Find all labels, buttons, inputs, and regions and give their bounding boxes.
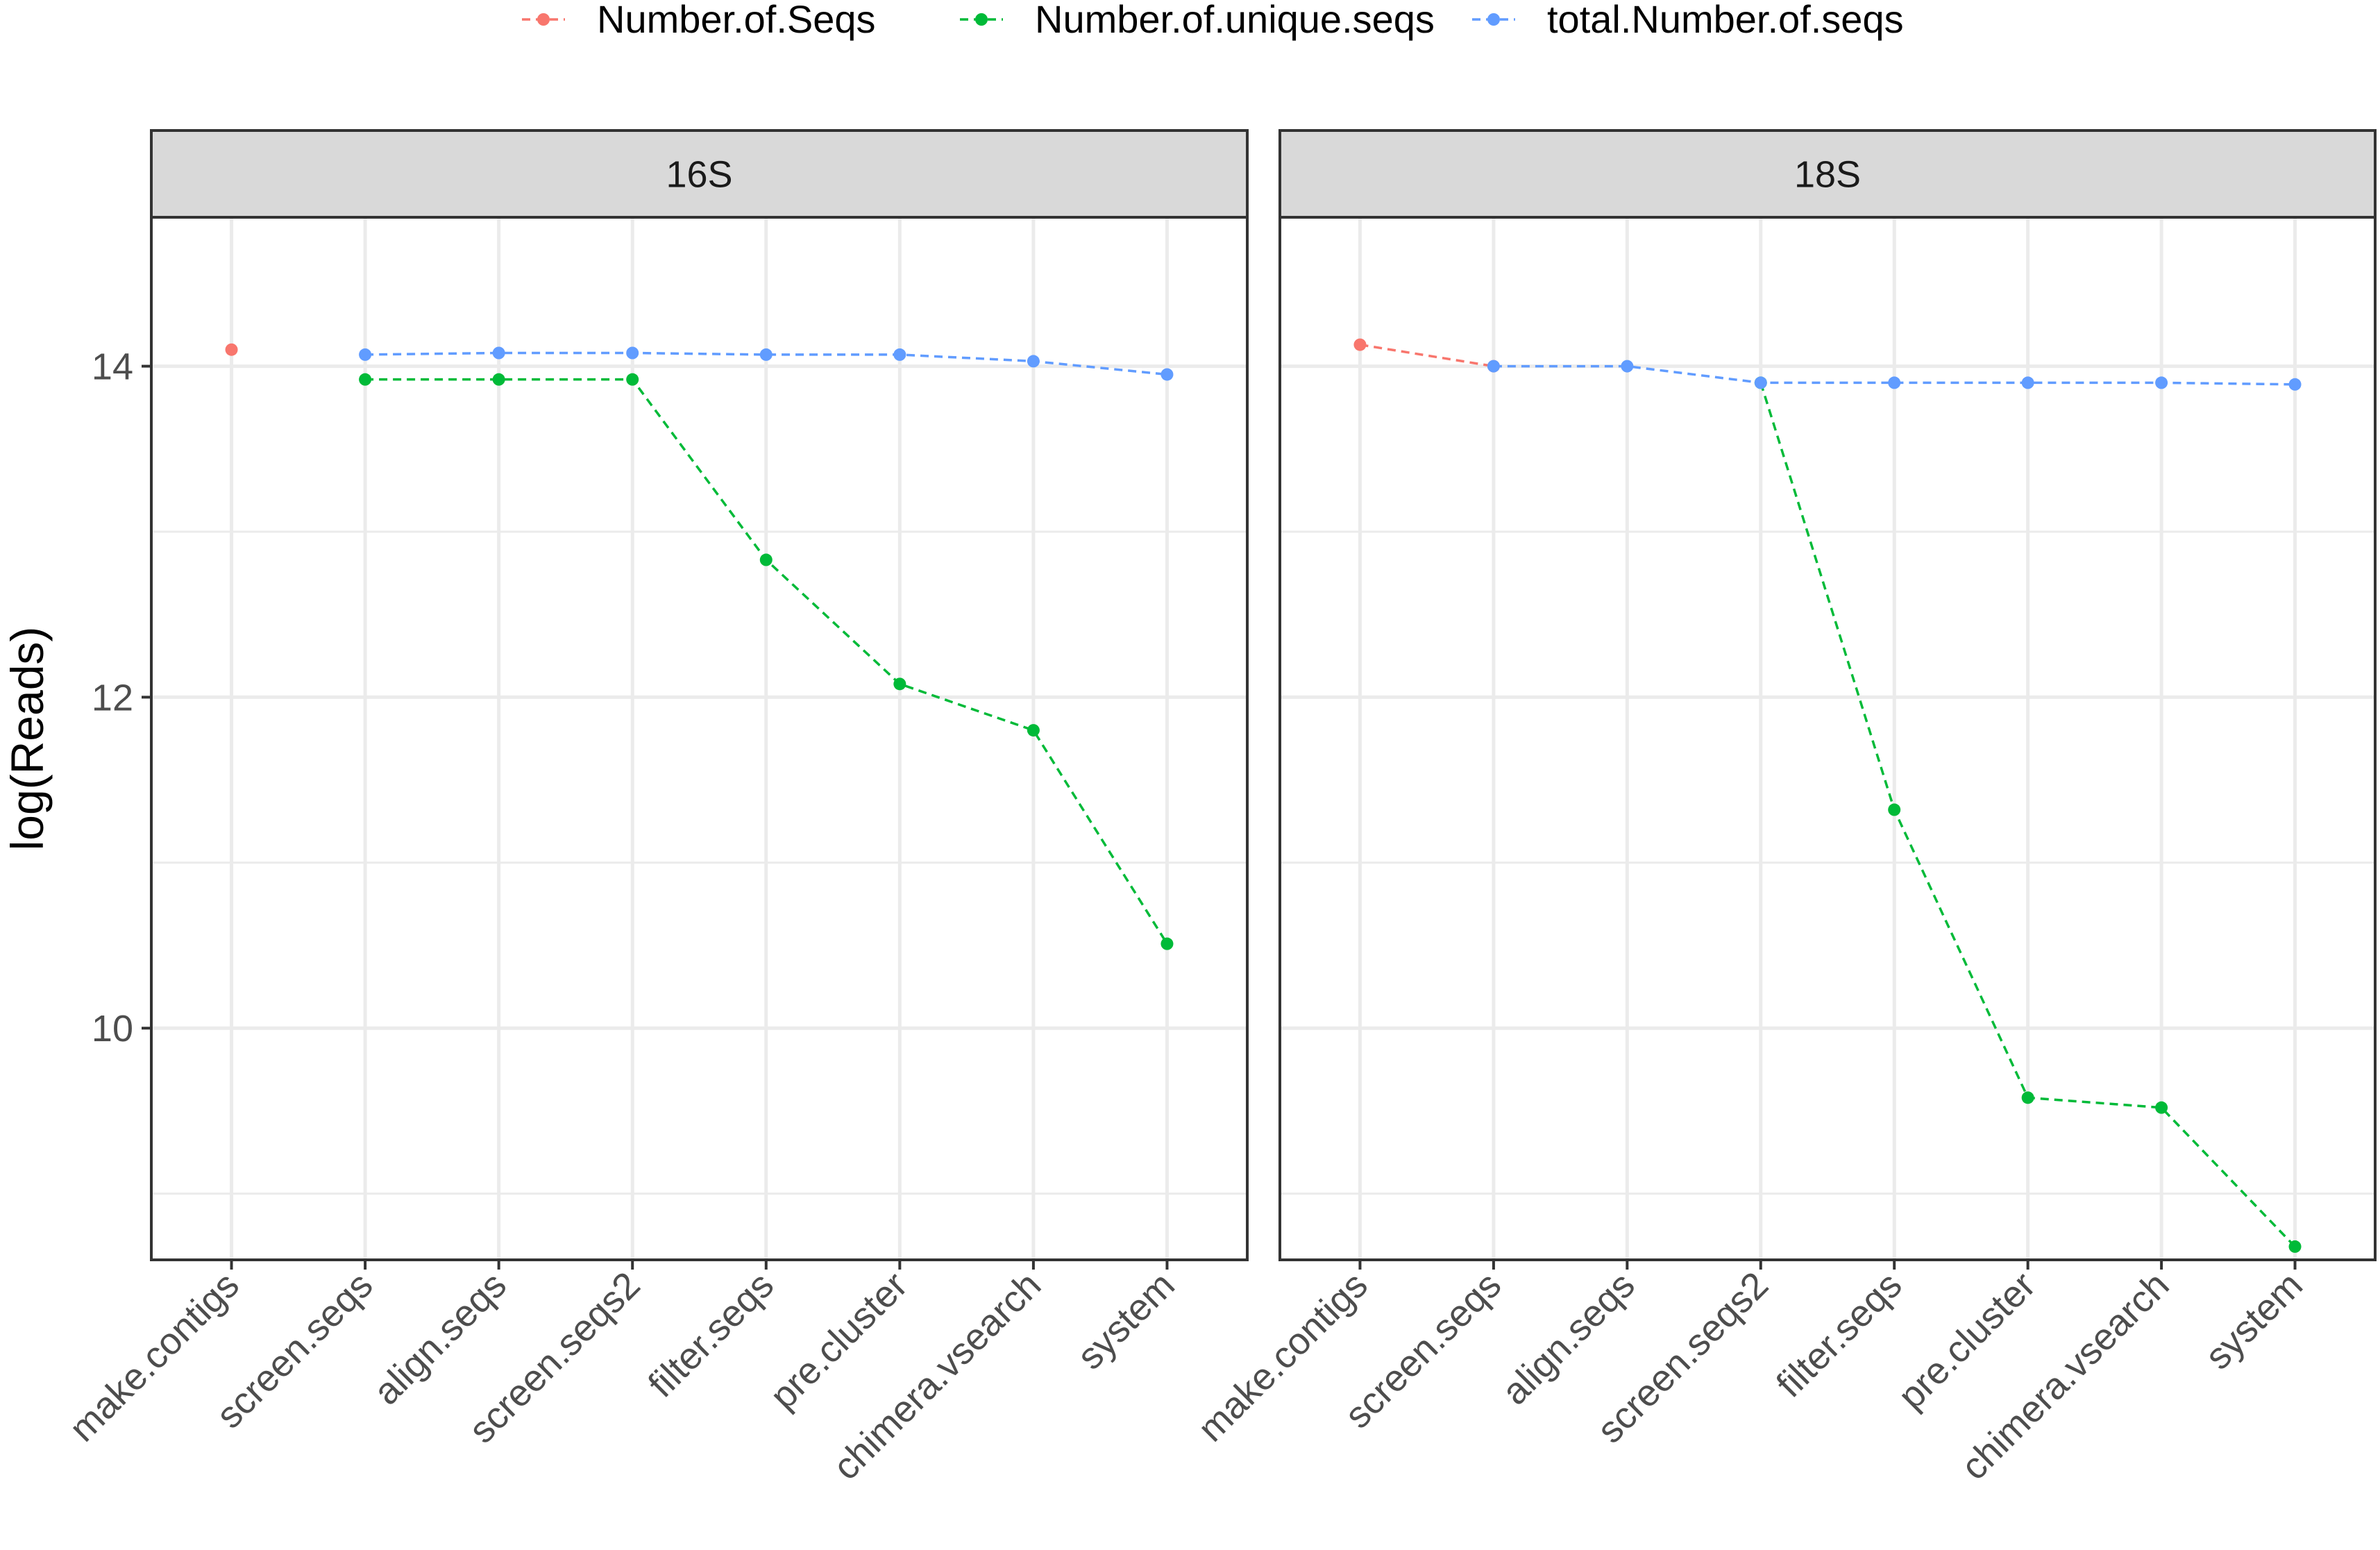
x-tick-label: make.contigs <box>1190 1264 1376 1449</box>
x-tick-label: filter.seqs <box>641 1264 782 1406</box>
panel-background <box>1280 217 2375 1260</box>
data-point <box>2288 1240 2302 1253</box>
data-point <box>1888 803 1901 816</box>
data-point <box>1888 376 1901 389</box>
data-point <box>1353 338 1367 351</box>
panel-background <box>151 217 1247 1260</box>
data-point <box>626 373 639 386</box>
data-point <box>225 343 238 356</box>
data-point <box>492 373 505 386</box>
data-point <box>1161 937 1174 950</box>
data-point <box>759 553 773 566</box>
y-tick-label: 12 <box>92 677 133 718</box>
data-point <box>359 348 372 361</box>
facet-strip <box>150 129 1249 219</box>
data-point <box>359 373 372 386</box>
facet-strip-label: 18S <box>1794 154 1861 196</box>
facet-strip-label: 16S <box>666 154 732 196</box>
data-point <box>1027 724 1040 737</box>
data-point <box>893 677 906 691</box>
x-tick-label: system <box>2197 1264 2311 1377</box>
data-point <box>1621 360 1634 373</box>
data-point <box>1161 368 1174 381</box>
data-point <box>2155 1101 2168 1114</box>
y-axis-title: log(Reads) <box>1 627 53 851</box>
data-point <box>1487 360 1500 373</box>
legend-label: total.Number.of.seqs <box>1547 0 1904 41</box>
data-point <box>1027 355 1040 368</box>
facet-strip <box>1278 129 2377 219</box>
data-point <box>2288 378 2302 391</box>
data-point <box>893 348 906 361</box>
data-point <box>492 346 505 360</box>
legend-key-point <box>1487 13 1500 26</box>
y-tick-label: 10 <box>92 1008 133 1050</box>
data-point <box>626 346 639 360</box>
x-tick-label: make.contigs <box>62 1264 247 1449</box>
x-tick-label: system <box>1070 1264 1183 1377</box>
legend-key-point <box>975 13 988 26</box>
x-tick-label: filter.seqs <box>1769 1264 1910 1406</box>
data-point <box>1754 376 1767 389</box>
data-point <box>2155 376 2168 389</box>
data-point <box>2021 376 2034 389</box>
y-tick-label: 14 <box>92 346 133 388</box>
legend-key-point <box>537 13 550 26</box>
data-point <box>2021 1091 2034 1104</box>
data-point <box>759 348 773 361</box>
legend-label: Number.of.Seqs <box>597 0 876 41</box>
legend-label: Number.of.unique.seqs <box>1035 0 1435 41</box>
series-line <box>1360 343 1494 368</box>
